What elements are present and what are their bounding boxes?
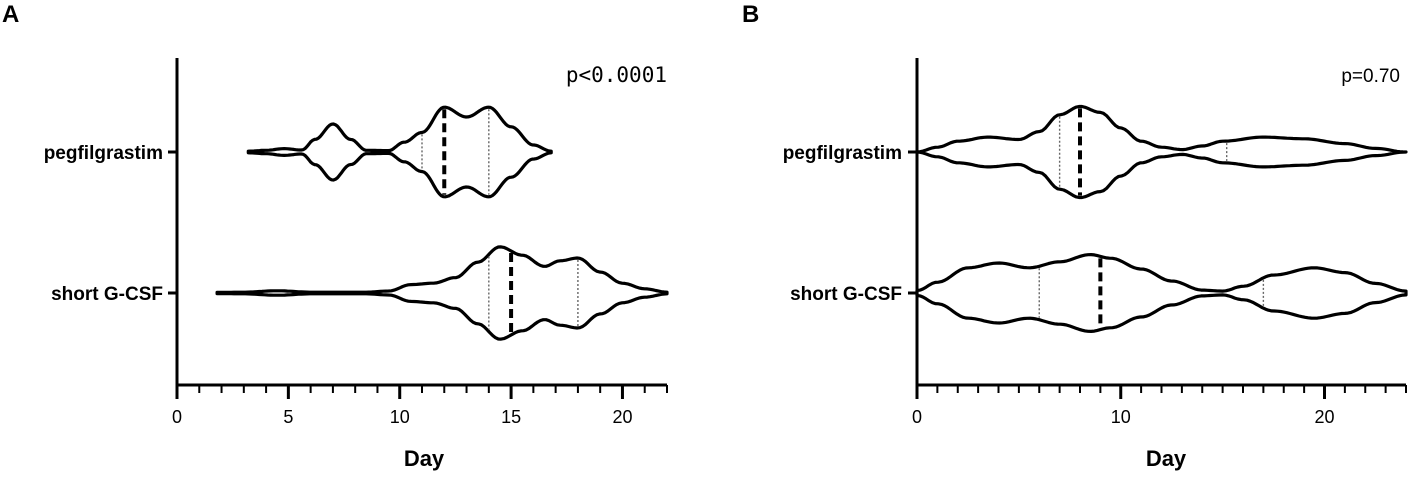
violins-a [215, 105, 669, 341]
p-value-annotation-b: p=0.70 [1341, 66, 1400, 87]
violin-pegfilgrastim [915, 104, 1408, 200]
x-tick-label: 0 [172, 407, 182, 427]
axes-b: 0 10 20 [908, 58, 1407, 427]
category-label-pegfilgrastim-b: pegfilgrastim [783, 143, 902, 164]
panel-letter-b: B [742, 1, 759, 28]
violin-outline [915, 253, 1408, 333]
x-tick-label: 10 [390, 407, 410, 427]
x-tick-label: 10 [1111, 407, 1131, 427]
x-axis-title-a: Day [404, 446, 445, 471]
x-tick-label: 15 [501, 407, 521, 427]
p-value-annotation-a: p<0.0001 [566, 63, 667, 87]
violins-b [915, 104, 1408, 333]
violin-outline [246, 105, 553, 199]
violin-outline [915, 104, 1408, 200]
violin-outline [215, 245, 669, 341]
category-label-pegfilgrastim-a: pegfilgrastim [44, 143, 163, 164]
violin-short-gcsf [215, 245, 669, 341]
category-label-short-gcsf-b: short G-CSF [790, 284, 902, 305]
panel-a: A p<0.0001 pegfilgrastim short G-CSF Day… [2, 1, 669, 471]
violin-pegfilgrastim [246, 105, 553, 199]
panel-letter-a: A [2, 1, 19, 28]
panel-b: B p=0.70 pegfilgrastim short G-CSF Day 0… [742, 1, 1408, 471]
x-tick-label: 0 [912, 407, 922, 427]
axes-a: 0 5 10 15 20 [168, 58, 668, 427]
x-tick-label: 5 [283, 407, 293, 427]
violin-short-gcsf [915, 253, 1408, 333]
x-tick-label: 20 [612, 407, 632, 427]
category-label-short-gcsf-a: short G-CSF [51, 284, 163, 305]
x-axis-title-b: Day [1146, 446, 1187, 471]
x-tick-label: 20 [1314, 407, 1334, 427]
